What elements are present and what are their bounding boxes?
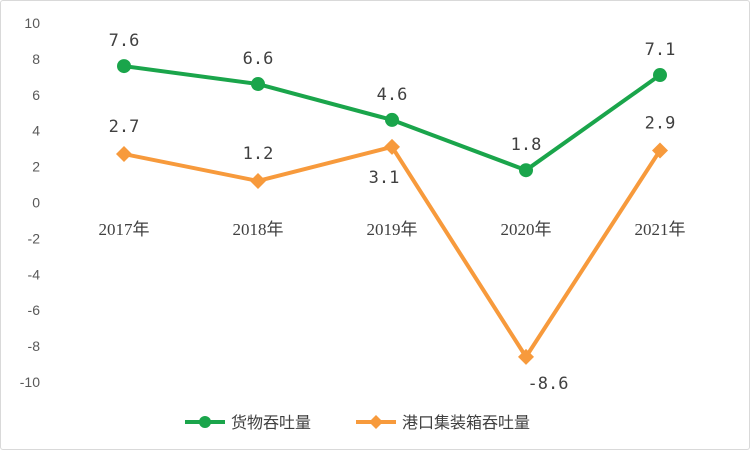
data-point-marker [117,59,131,74]
series-layer [116,59,668,365]
x-tick-label: 2019年 [367,220,418,239]
data-label-layer: 7.6 6.6 4.6 1.8 7.1 2.7 1.2 3.1 -8.6 2.9 [109,31,676,394]
y-tick-label: 4 [32,123,40,139]
legend-circle-icon [199,416,211,428]
x-tick-label: 2018年 [233,220,284,239]
y-tick-label: 0 [32,195,40,211]
data-label: 1.2 [243,144,274,164]
x-tick-label: 2017年 [99,220,150,239]
y-tick-label: -8 [28,338,41,354]
y-axis: 10 8 6 4 2 0 -2 -4 -6 -8 -10 [20,15,40,390]
data-point-marker [518,348,534,365]
x-tick-label: 2020年 [501,220,552,239]
data-label: 6.6 [243,49,274,69]
data-point-marker [250,172,266,189]
legend-diamond-icon [369,415,383,429]
y-tick-label: 2 [32,159,40,175]
x-axis: 2017年 2018年 2019年 2020年 2021年 [99,220,686,239]
y-tick-label: 6 [32,87,40,103]
y-tick-label: -4 [28,266,41,282]
legend-label: 货物吞吐量 [231,413,311,432]
legend: 货物吞吐量 港口集装箱吞吐量 [185,413,530,432]
data-point-marker [652,142,668,159]
data-point-marker [251,77,265,92]
data-label: -8.6 [528,374,569,394]
y-tick-label: -6 [28,302,41,318]
legend-label: 港口集装箱吞吐量 [402,413,530,432]
y-tick-label: -2 [28,230,41,246]
data-label: 3.1 [369,168,400,188]
data-label: 7.1 [645,40,676,60]
data-label: 2.9 [645,113,676,133]
data-point-marker [385,112,399,127]
data-label: 4.6 [377,85,408,105]
y-tick-label: 8 [32,51,40,67]
data-label: 1.8 [511,135,542,155]
data-point-marker [116,146,132,163]
y-tick-label: -10 [20,374,40,390]
data-point-marker [519,163,533,178]
data-point-marker [384,138,400,155]
y-tick-label: 10 [24,15,40,31]
data-label: 2.7 [109,117,140,137]
data-label: 7.6 [109,31,140,51]
data-point-marker [653,68,667,83]
x-tick-label: 2021年 [635,220,686,239]
